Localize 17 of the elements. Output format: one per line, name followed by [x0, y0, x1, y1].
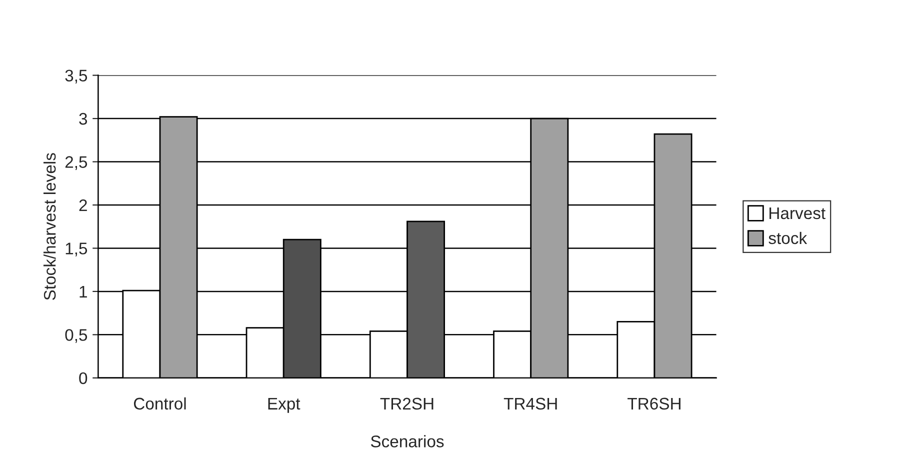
y-tick-label: 3,5 [65, 70, 88, 84]
x-tick-label: TR4SH [504, 398, 557, 410]
x-axis-title: Scenarios [370, 435, 444, 448]
y-axis-title: Stock/harvest levels [43, 153, 56, 300]
y-tick-label: 2 [79, 199, 87, 212]
x-tick-label: Control [134, 397, 186, 410]
legend-label: Harvest [770, 208, 826, 220]
x-tick-label: TR2SH [380, 398, 434, 410]
y-tick-label: 1 [80, 286, 87, 298]
y-tick-label: 2,5 [65, 156, 88, 170]
y-tick-label: 1,5 [66, 242, 88, 256]
y-tick-label: 3 [79, 112, 88, 125]
y-tick-label: 0,5 [65, 329, 88, 343]
x-tick-label: Expt [268, 398, 300, 413]
y-tick-label: 0 [79, 372, 88, 384]
x-tick-label: TR6SH [628, 398, 680, 410]
legend-label: stock [768, 232, 808, 244]
